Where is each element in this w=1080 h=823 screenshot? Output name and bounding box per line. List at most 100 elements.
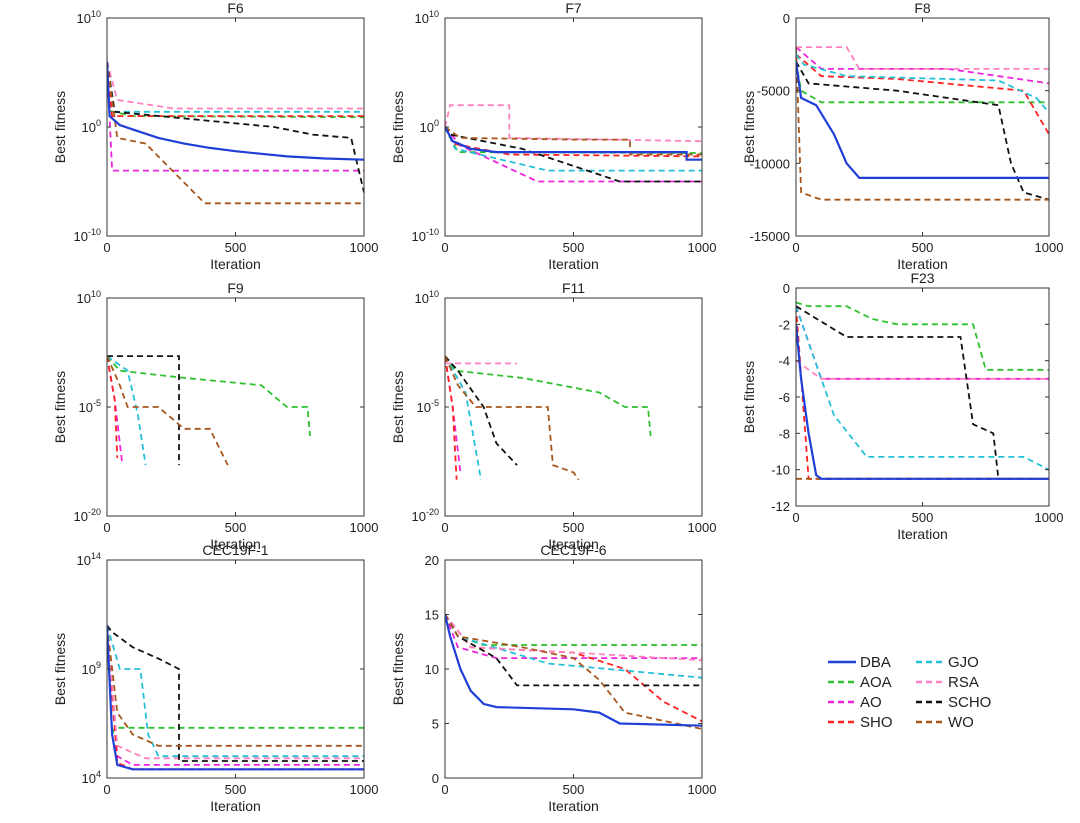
legend-label: SCHO: [948, 694, 991, 711]
series-wo-line: [445, 126, 702, 156]
plot-frame: [444, 559, 703, 779]
plot-frame: [106, 559, 365, 779]
series-sho-line: [796, 53, 1049, 135]
series-ao-line: [796, 305, 1049, 380]
legend-item-sho: SHO: [828, 714, 893, 731]
series-sho-line: [445, 355, 458, 480]
series-dba-line: [107, 61, 364, 161]
series-sho-line: [445, 613, 702, 723]
legend-label: AOA: [860, 674, 892, 691]
x-tick-label: 1000: [350, 782, 379, 797]
series-scho-line: [107, 355, 180, 466]
series-rsa-line: [445, 104, 702, 143]
series-gjo-line: [445, 614, 702, 679]
y-tick-label: -12: [771, 499, 790, 514]
y-tick-label: -10: [771, 463, 790, 478]
series-rsa-line: [796, 359, 1049, 380]
series-group: [107, 355, 311, 466]
series-group: [445, 104, 702, 183]
series-dba-line: [796, 324, 1049, 480]
series-aoa-line: [107, 355, 311, 437]
series-scho-line: [796, 305, 1049, 480]
series-wo-line: [445, 614, 702, 730]
series-scho-line: [796, 61, 1049, 201]
y-tick-label: 10-20: [412, 507, 439, 524]
chart-title: F8: [914, 0, 931, 16]
series-group: [445, 613, 702, 730]
x-axis-label: Iteration: [210, 798, 261, 814]
y-tick-label: 10-5: [417, 398, 439, 415]
x-tick-label: 1000: [688, 520, 717, 535]
y-axis-label: Best fitness: [741, 91, 757, 163]
series-ao-line: [796, 46, 1049, 85]
series-rsa-line: [107, 61, 364, 110]
series-gjo-line: [445, 355, 482, 480]
y-axis-label: Best fitness: [52, 91, 68, 163]
x-tick-label: 0: [441, 520, 448, 535]
y-tick-label: -15000: [750, 229, 790, 244]
series-scho-line: [445, 126, 702, 183]
series-dba-line: [107, 625, 364, 771]
series-rsa-line: [796, 46, 1049, 70]
series-rsa-line: [445, 613, 702, 662]
series-gjo-line: [107, 355, 147, 466]
y-tick-label: 1010: [77, 289, 101, 306]
series-wo-line: [796, 47, 1049, 201]
legend-label: AO: [860, 694, 882, 711]
series-ao-line: [445, 614, 702, 659]
y-tick-label: 100: [82, 118, 101, 135]
series-sho-line: [445, 126, 702, 158]
x-tick-label: 500: [912, 510, 934, 525]
plot-frame: [795, 17, 1050, 237]
y-tick-label: 20: [425, 553, 439, 568]
x-tick-label: 1000: [688, 240, 717, 255]
series-wo-line: [107, 625, 364, 747]
series-dba-line: [445, 614, 702, 727]
series-gjo-line: [107, 625, 364, 758]
x-tick-label: 1000: [1035, 510, 1064, 525]
y-tick-label: -4: [778, 354, 790, 369]
y-axis-label: Best fitness: [390, 371, 406, 443]
subplot-cec19f-6: CEC19F-6 0 500 1000 0 5 10 15 20 Iteration Best fi…: [390, 542, 716, 814]
x-axis-label: Iteration: [548, 256, 599, 272]
y-tick-label: -8: [778, 426, 790, 441]
x-tick-label: 500: [225, 240, 247, 255]
series-ao-line: [107, 625, 364, 766]
series-gjo-line: [796, 53, 1049, 114]
x-axis-label: Iteration: [897, 256, 948, 272]
y-tick-label: -10000: [750, 156, 790, 171]
legend-item-wo: WO: [916, 714, 974, 731]
chart-title: CEC19F-1: [202, 542, 268, 558]
series-group: [796, 301, 1049, 480]
x-axis-label: Iteration: [897, 526, 948, 542]
x-tick-label: 1000: [350, 520, 379, 535]
series-sho-line: [107, 625, 364, 771]
series-wo-line: [107, 61, 364, 205]
series-scho-line: [107, 61, 364, 193]
chart-title: F23: [910, 270, 934, 286]
x-tick-label: 0: [103, 520, 110, 535]
series-gjo-line: [107, 61, 364, 113]
y-tick-label: 10: [425, 662, 439, 677]
y-axis-label: Best fitness: [390, 91, 406, 163]
y-tick-label: 0: [783, 11, 790, 26]
x-tick-label: 0: [441, 240, 448, 255]
series-scho-line: [445, 355, 518, 466]
y-tick-label: -6: [778, 390, 790, 405]
x-tick-label: 0: [103, 240, 110, 255]
subplot-f8: F8 0 500 1000 -15000 -10000 -5000 0 Iteration Bes…: [741, 0, 1063, 272]
y-axis-label: Best fitness: [741, 361, 757, 433]
series-sho-line: [796, 306, 1049, 480]
series-scho-line: [445, 614, 702, 687]
y-tick-label: 1010: [77, 9, 101, 26]
y-tick-label: 104: [82, 769, 101, 786]
y-tick-label: 10-10: [412, 227, 439, 244]
series-group: [445, 355, 652, 481]
legend-label: RSA: [948, 674, 979, 691]
x-tick-label: 1000: [688, 782, 717, 797]
x-axis-label: Iteration: [210, 536, 261, 552]
y-tick-label: 109: [82, 660, 101, 677]
legend-label: GJO: [948, 654, 979, 671]
x-axis-label: Iteration: [548, 798, 599, 814]
